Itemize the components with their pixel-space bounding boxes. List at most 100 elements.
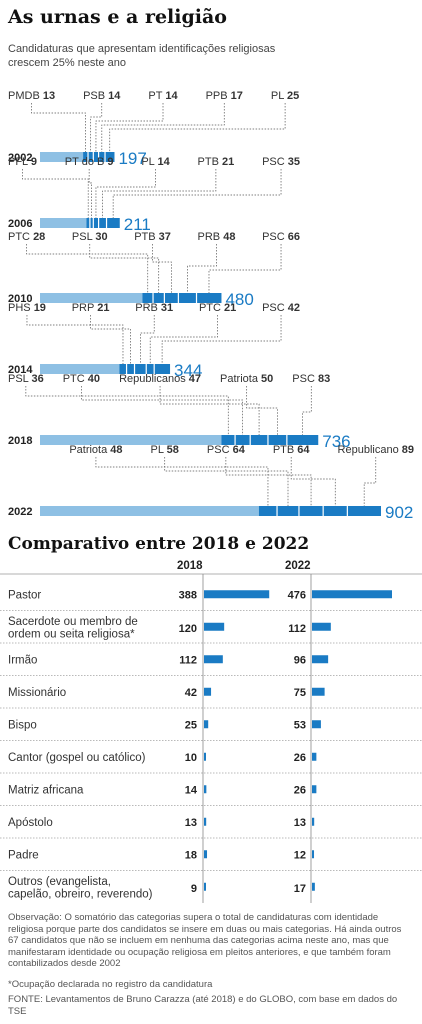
bar-party-segment (126, 364, 135, 374)
category-bar (312, 687, 325, 696)
bar-party-segment (267, 435, 287, 445)
category-bar (204, 752, 206, 761)
year-total: 736 (322, 432, 350, 451)
party-label: PL 14 (141, 156, 170, 168)
leader-line (140, 315, 155, 364)
footnote: *Ocupação declarada no registro da candi… (8, 979, 213, 990)
bar-party-segment (105, 152, 115, 162)
leader-line (95, 457, 269, 506)
party-label: Republicano 89 (338, 444, 414, 456)
party-label: PHS 19 (8, 302, 46, 314)
party-label: Patriota 50 (220, 373, 273, 385)
category-value: 112 (179, 654, 197, 666)
category-bar (312, 622, 331, 631)
leader-line (290, 457, 336, 506)
bar-other-segment (40, 218, 87, 228)
bar-party-segment (98, 152, 106, 162)
leader-line (95, 103, 164, 152)
party-label: PSL 30 (72, 231, 108, 243)
category-bar (312, 785, 317, 794)
year-label: 2014 (8, 364, 33, 376)
party-label: PTB 64 (273, 444, 311, 456)
category-bar (312, 817, 315, 826)
party-label: PL 58 (151, 444, 179, 456)
bar-party-segment (323, 506, 348, 516)
bar-party-segment (98, 218, 107, 228)
year-label: 2022 (8, 506, 32, 518)
leader-line (31, 103, 86, 152)
party-label: PSB 14 (83, 90, 121, 102)
leader-line (90, 103, 103, 152)
party-label: PMDB 13 (8, 90, 55, 102)
leader-line (164, 457, 289, 506)
category-bar (204, 882, 206, 891)
category-value: 26 (294, 784, 306, 796)
leader-line (187, 244, 217, 293)
bar-party-segment (250, 435, 268, 445)
party-label: PT 14 (148, 90, 178, 102)
bar-party-segment (93, 152, 99, 162)
year-total: 211 (124, 215, 151, 234)
leader-line (161, 315, 282, 364)
category-bar (312, 720, 321, 729)
party-label: Patriota 48 (69, 444, 122, 456)
year-label: 2006 (8, 218, 32, 230)
year-total: 480 (225, 290, 253, 309)
category-label: Outros (evangelista, capelão, obreiro, re… (8, 876, 153, 901)
category-value: 9 (191, 883, 197, 895)
party-label: PTC 28 (8, 231, 45, 243)
category-value: 75 (294, 687, 306, 699)
party-label: PFL 9 (8, 156, 37, 168)
party-label: Republicanos 47 (119, 373, 201, 385)
category-label: Pastor (8, 589, 41, 601)
yearly-bar-chart: 2002 PMDB 13 PSB 14 PT 14 PPB 17 PL 25 197 2006… (8, 90, 414, 522)
bar-other-segment (40, 364, 120, 374)
category-value: 476 (288, 589, 306, 601)
leader-line (225, 457, 312, 506)
category-value: 42 (185, 687, 197, 699)
category-bar (204, 785, 207, 794)
category-bar (204, 720, 209, 729)
bar-party-segment (221, 435, 236, 445)
year-label: 2002 (8, 152, 32, 164)
category-value: 12 (294, 849, 306, 861)
category-value: 10 (185, 752, 197, 764)
party-label: PSC 83 (292, 373, 330, 385)
leader-line (302, 386, 312, 435)
category-value: 26 (294, 752, 306, 764)
bar-party-segment (89, 218, 94, 228)
party-label: PSC 64 (207, 444, 246, 456)
party-label: PRP 21 (72, 302, 110, 314)
leader-line (95, 169, 156, 218)
category-value: 14 (185, 784, 198, 796)
bar-party-segment (286, 435, 319, 445)
source-credit: FONTE: Levantamentos de Bruno Carazza (a… (8, 994, 398, 1017)
bar-party-segment (196, 293, 222, 303)
leader-line (159, 386, 260, 435)
category-label: Sacerdote ou membro de ordem ou seita rel… (8, 616, 138, 641)
category-label: Matriz africana (8, 784, 84, 796)
bar-other-segment (40, 506, 259, 516)
leader-line (112, 169, 282, 218)
category-bar (204, 655, 223, 664)
party-label: PTC 40 (63, 373, 100, 385)
party-label: PSL 36 (8, 373, 44, 385)
category-bar (204, 687, 212, 696)
category-value: 112 (288, 623, 306, 635)
party-label: PRB 31 (135, 302, 173, 314)
bar-party-segment (178, 293, 197, 303)
category-value: 388 (179, 589, 197, 601)
bar-party-segment (258, 506, 278, 516)
bar-party-segment (119, 364, 127, 374)
bar-party-segment (164, 293, 179, 303)
category-value: 96 (294, 654, 306, 666)
comparison-title: Comparativo entre 2018 e 2022 (8, 534, 310, 554)
bar-other-segment (40, 293, 143, 303)
category-label: Irmão (8, 654, 37, 666)
year-label: 2010 (8, 293, 32, 305)
party-label: PT do B 9 (65, 156, 114, 168)
category-bar (312, 882, 315, 891)
category-value: 13 (185, 817, 197, 829)
party-label: PTC 21 (199, 302, 236, 314)
category-bar (204, 850, 208, 859)
